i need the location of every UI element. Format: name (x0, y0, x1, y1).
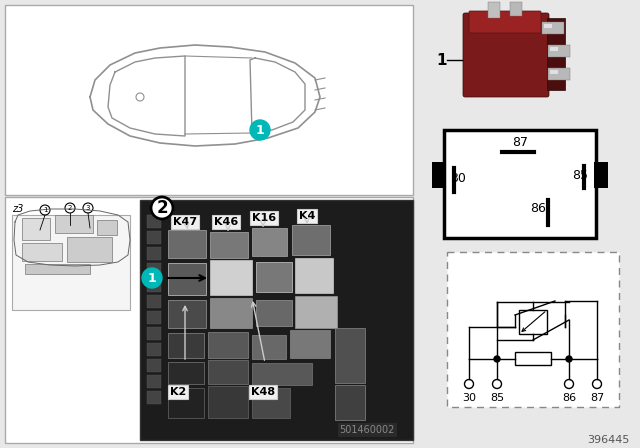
Text: 30: 30 (462, 393, 476, 403)
Bar (147, 295, 161, 308)
Text: 2: 2 (68, 205, 72, 211)
Bar (147, 311, 161, 324)
Bar (168, 300, 206, 328)
Bar (12, 215, 130, 310)
Bar (22, 243, 62, 261)
Bar (168, 362, 204, 384)
Bar (295, 258, 333, 293)
Bar (447, 252, 619, 407)
Bar (335, 328, 365, 383)
Bar (147, 215, 161, 228)
Text: K16: K16 (252, 213, 276, 223)
Bar (210, 260, 252, 295)
Bar (550, 47, 558, 51)
Bar (168, 333, 204, 358)
Bar (252, 388, 290, 418)
Bar (147, 327, 161, 340)
Text: 1: 1 (43, 207, 47, 213)
Bar (594, 162, 608, 188)
Circle shape (494, 356, 500, 362)
Bar (140, 200, 413, 440)
Text: 87: 87 (512, 135, 528, 148)
Bar (548, 68, 570, 80)
Bar (210, 298, 252, 328)
Bar (147, 359, 161, 372)
Bar (547, 18, 565, 90)
Bar (548, 45, 570, 57)
Text: 85: 85 (572, 168, 588, 181)
Bar (168, 230, 206, 258)
Bar (432, 162, 446, 188)
Bar (252, 335, 286, 359)
Bar (25, 264, 90, 274)
Text: 2: 2 (156, 199, 168, 217)
Bar (542, 22, 564, 34)
Bar (335, 385, 365, 420)
Bar (256, 262, 292, 292)
Bar (252, 228, 287, 256)
Text: 1: 1 (255, 124, 264, 137)
Bar (147, 231, 161, 244)
Bar (67, 237, 112, 262)
Text: K48: K48 (251, 387, 275, 397)
Bar (147, 263, 161, 276)
Bar (510, 2, 522, 16)
Bar (97, 220, 117, 235)
Text: 87: 87 (590, 393, 604, 403)
Circle shape (142, 268, 162, 288)
Bar (168, 263, 206, 295)
FancyBboxPatch shape (469, 11, 541, 33)
Bar (5, 5, 413, 195)
Bar (295, 296, 337, 328)
Text: 85: 85 (490, 393, 504, 403)
Bar (22, 218, 50, 240)
Bar (519, 310, 547, 334)
Circle shape (250, 120, 270, 140)
Bar (292, 225, 330, 255)
Bar (210, 232, 248, 258)
Bar (444, 130, 596, 238)
Bar (147, 343, 161, 356)
Text: 1: 1 (148, 271, 156, 284)
Text: K2: K2 (170, 387, 186, 397)
Bar (208, 386, 248, 418)
Bar (147, 247, 161, 260)
Text: 3: 3 (86, 205, 90, 211)
Text: 501460002: 501460002 (340, 425, 395, 435)
Bar (168, 388, 204, 418)
Bar (55, 215, 93, 233)
Text: 1: 1 (436, 52, 447, 68)
FancyBboxPatch shape (463, 13, 549, 97)
Bar (544, 24, 552, 28)
Bar (515, 352, 551, 365)
Bar (256, 300, 292, 326)
Bar (147, 375, 161, 388)
Bar (252, 363, 312, 385)
Text: z3: z3 (12, 204, 24, 214)
Bar (290, 330, 330, 358)
Text: 396445: 396445 (588, 435, 630, 445)
Text: K4: K4 (299, 211, 315, 221)
Bar (488, 2, 500, 18)
Bar (208, 360, 248, 384)
Circle shape (151, 197, 173, 219)
Text: 86: 86 (562, 393, 576, 403)
Bar (5, 197, 413, 443)
Bar (147, 391, 161, 404)
Bar (208, 332, 248, 358)
Text: K46: K46 (214, 217, 238, 227)
Text: K47: K47 (173, 217, 197, 227)
Bar (147, 279, 161, 292)
Text: 86: 86 (530, 202, 546, 215)
Text: 30: 30 (450, 172, 466, 185)
Bar (550, 70, 558, 74)
Circle shape (566, 356, 572, 362)
